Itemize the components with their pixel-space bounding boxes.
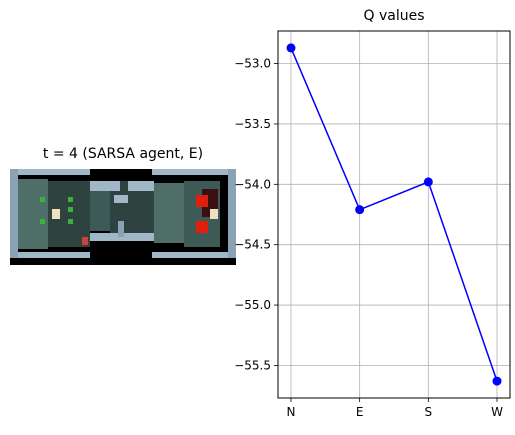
- y-tick-label: −54.0: [234, 177, 271, 191]
- game-panel-title: t = 4 (SARSA agent, E): [42, 146, 204, 162]
- tick-layer: N E S W −53.0 −53.5 −54.0 −54.5 −55.0 −55.5: [234, 57, 503, 419]
- x-tick-label: E: [356, 405, 364, 419]
- data-point: [492, 376, 502, 386]
- grid-layer: [278, 31, 510, 398]
- y-tick-label: −55.5: [234, 358, 271, 372]
- y-tick-label: −53.5: [234, 117, 271, 131]
- y-tick-label: −53.0: [234, 57, 271, 71]
- y-tick-label: −54.5: [234, 238, 271, 252]
- series-line: [290, 47, 498, 382]
- y-tick-label: −55.0: [234, 298, 271, 312]
- chart-title: Q values: [363, 8, 425, 24]
- x-tick-label: W: [491, 405, 503, 419]
- series-layer: [286, 43, 502, 386]
- data-point: [423, 177, 433, 187]
- x-tick-label: S: [425, 405, 433, 419]
- x-tick-label: N: [287, 405, 296, 419]
- plot-frame: [277, 30, 511, 399]
- data-point: [355, 205, 365, 215]
- data-point: [286, 43, 296, 53]
- game-map-image: [10, 169, 236, 265]
